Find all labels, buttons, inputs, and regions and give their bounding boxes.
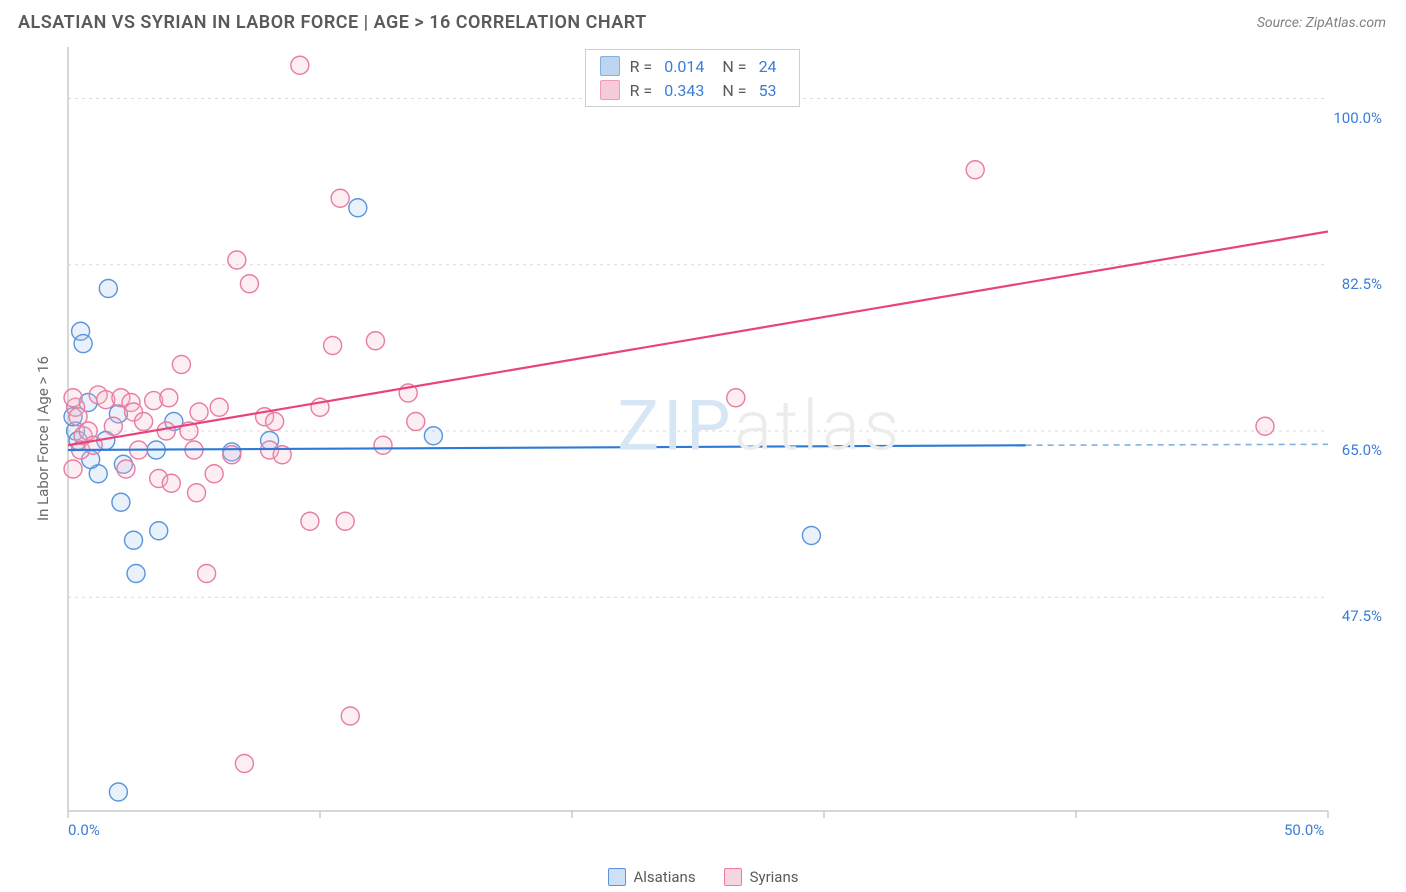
y-axis-label: In Labor Force | Age > 16 [34,356,52,521]
header: ALSATIAN VS SYRIAN IN LABOR FORCE | AGE … [0,0,1406,41]
legend-swatch [600,56,620,76]
legend-swatch [608,868,626,886]
chart-area: ZIPatlas R =0.014N =24R =0.343N =53 In L… [18,41,1388,845]
x-tick-label: 50.0% [1284,821,1324,839]
legend-item: Syrians [724,868,799,886]
y-tick-label: 47.5% [1342,607,1382,625]
y-tick-label: 100.0% [1333,109,1382,127]
correlation-legend: R =0.014N =24R =0.343N =53 [585,49,800,107]
legend-item: Alsatians [608,868,696,886]
source-attribution: Source: ZipAtlas.com [1257,15,1386,31]
legend-swatch [724,868,742,886]
x-tick-label: 0.0% [68,821,100,839]
scatter-chart [18,41,1388,841]
legend-label: Alsatians [634,868,696,886]
legend-label: Syrians [750,868,799,886]
legend-swatch [600,80,620,100]
chart-title: ALSATIAN VS SYRIAN IN LABOR FORCE | AGE … [18,12,647,33]
y-tick-label: 65.0% [1342,441,1382,459]
correlation-row: R =0.014N =24 [586,54,799,78]
y-tick-label: 82.5% [1342,275,1382,293]
series-legend: Alsatians Syrians [0,868,1406,886]
correlation-row: R =0.343N =53 [586,78,799,102]
